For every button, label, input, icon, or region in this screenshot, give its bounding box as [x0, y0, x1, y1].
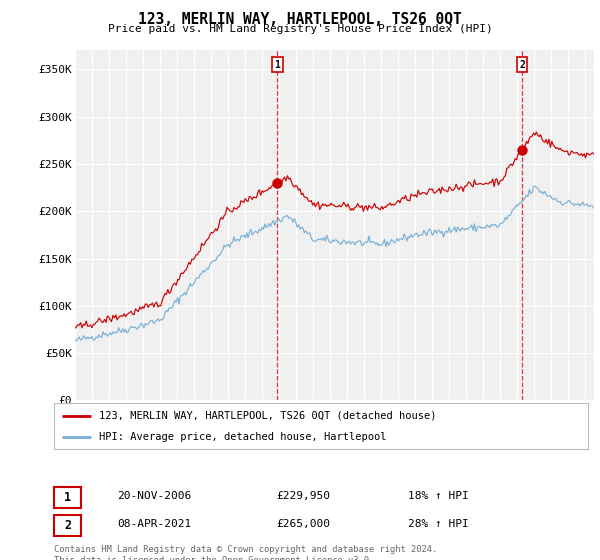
Text: HPI: Average price, detached house, Hartlepool: HPI: Average price, detached house, Hart…	[100, 432, 387, 442]
Text: 2: 2	[519, 59, 525, 69]
Text: Price paid vs. HM Land Registry's House Price Index (HPI): Price paid vs. HM Land Registry's House …	[107, 24, 493, 34]
Text: £265,000: £265,000	[276, 519, 330, 529]
Text: 1: 1	[275, 59, 280, 69]
Text: £229,950: £229,950	[276, 491, 330, 501]
Text: 20-NOV-2006: 20-NOV-2006	[117, 491, 191, 501]
Text: 18% ↑ HPI: 18% ↑ HPI	[408, 491, 469, 501]
Text: 28% ↑ HPI: 28% ↑ HPI	[408, 519, 469, 529]
Text: 123, MERLIN WAY, HARTLEPOOL, TS26 0QT (detached house): 123, MERLIN WAY, HARTLEPOOL, TS26 0QT (d…	[100, 410, 437, 421]
Text: 2: 2	[64, 519, 71, 532]
Text: 1: 1	[64, 491, 71, 504]
Text: Contains HM Land Registry data © Crown copyright and database right 2024.
This d: Contains HM Land Registry data © Crown c…	[54, 545, 437, 560]
Text: 123, MERLIN WAY, HARTLEPOOL, TS26 0QT: 123, MERLIN WAY, HARTLEPOOL, TS26 0QT	[138, 12, 462, 27]
Text: 08-APR-2021: 08-APR-2021	[117, 519, 191, 529]
